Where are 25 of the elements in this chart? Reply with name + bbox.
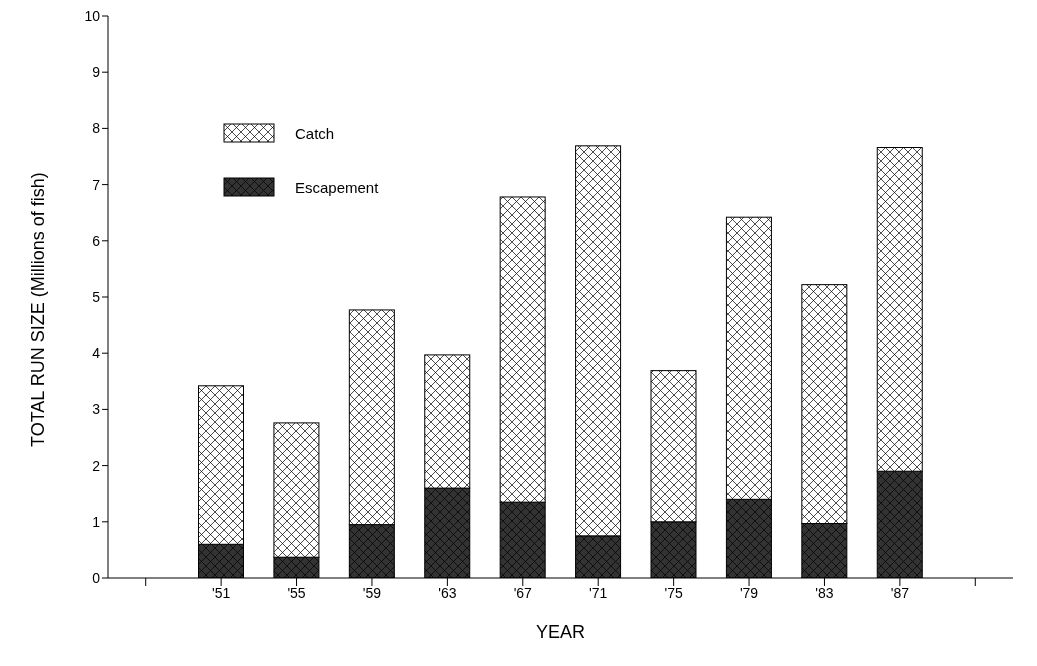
y-tick-label: 3 bbox=[92, 401, 101, 418]
y-tick-label: 1 bbox=[92, 513, 101, 530]
x-tick-label: '87 bbox=[890, 584, 910, 601]
legend-label: Escapement bbox=[295, 178, 379, 196]
legend-label: Catch bbox=[295, 124, 335, 142]
x-tick-label: '51 bbox=[212, 584, 231, 601]
x-tick-label: '79 bbox=[739, 584, 759, 601]
y-tick-label: 8 bbox=[92, 120, 101, 137]
y-tick-label: 10 bbox=[84, 7, 101, 24]
x-tick-label: '83 bbox=[815, 584, 834, 601]
y-tick-label: 9 bbox=[92, 64, 101, 81]
y-tick-label: 5 bbox=[92, 288, 101, 305]
y-tick-label: 6 bbox=[92, 232, 101, 249]
x-tick-label: '55 bbox=[287, 584, 306, 601]
x-tick-label: '63 bbox=[438, 584, 457, 601]
x-tick-label: '59 bbox=[362, 584, 382, 601]
y-tick-label: 4 bbox=[92, 345, 101, 362]
x-tick-label: '67 bbox=[513, 584, 533, 601]
y-axis-title: TOTAL RUN SIZE (Millions of fish) bbox=[28, 172, 49, 447]
y-tick-label: 2 bbox=[92, 457, 101, 474]
x-tick-label: '71 bbox=[589, 584, 608, 601]
x-tick-label: '75 bbox=[664, 584, 683, 601]
x-axis-title: YEAR bbox=[535, 622, 586, 642]
y-tick-label: 7 bbox=[92, 176, 101, 193]
y-tick-label: 0 bbox=[92, 569, 101, 586]
